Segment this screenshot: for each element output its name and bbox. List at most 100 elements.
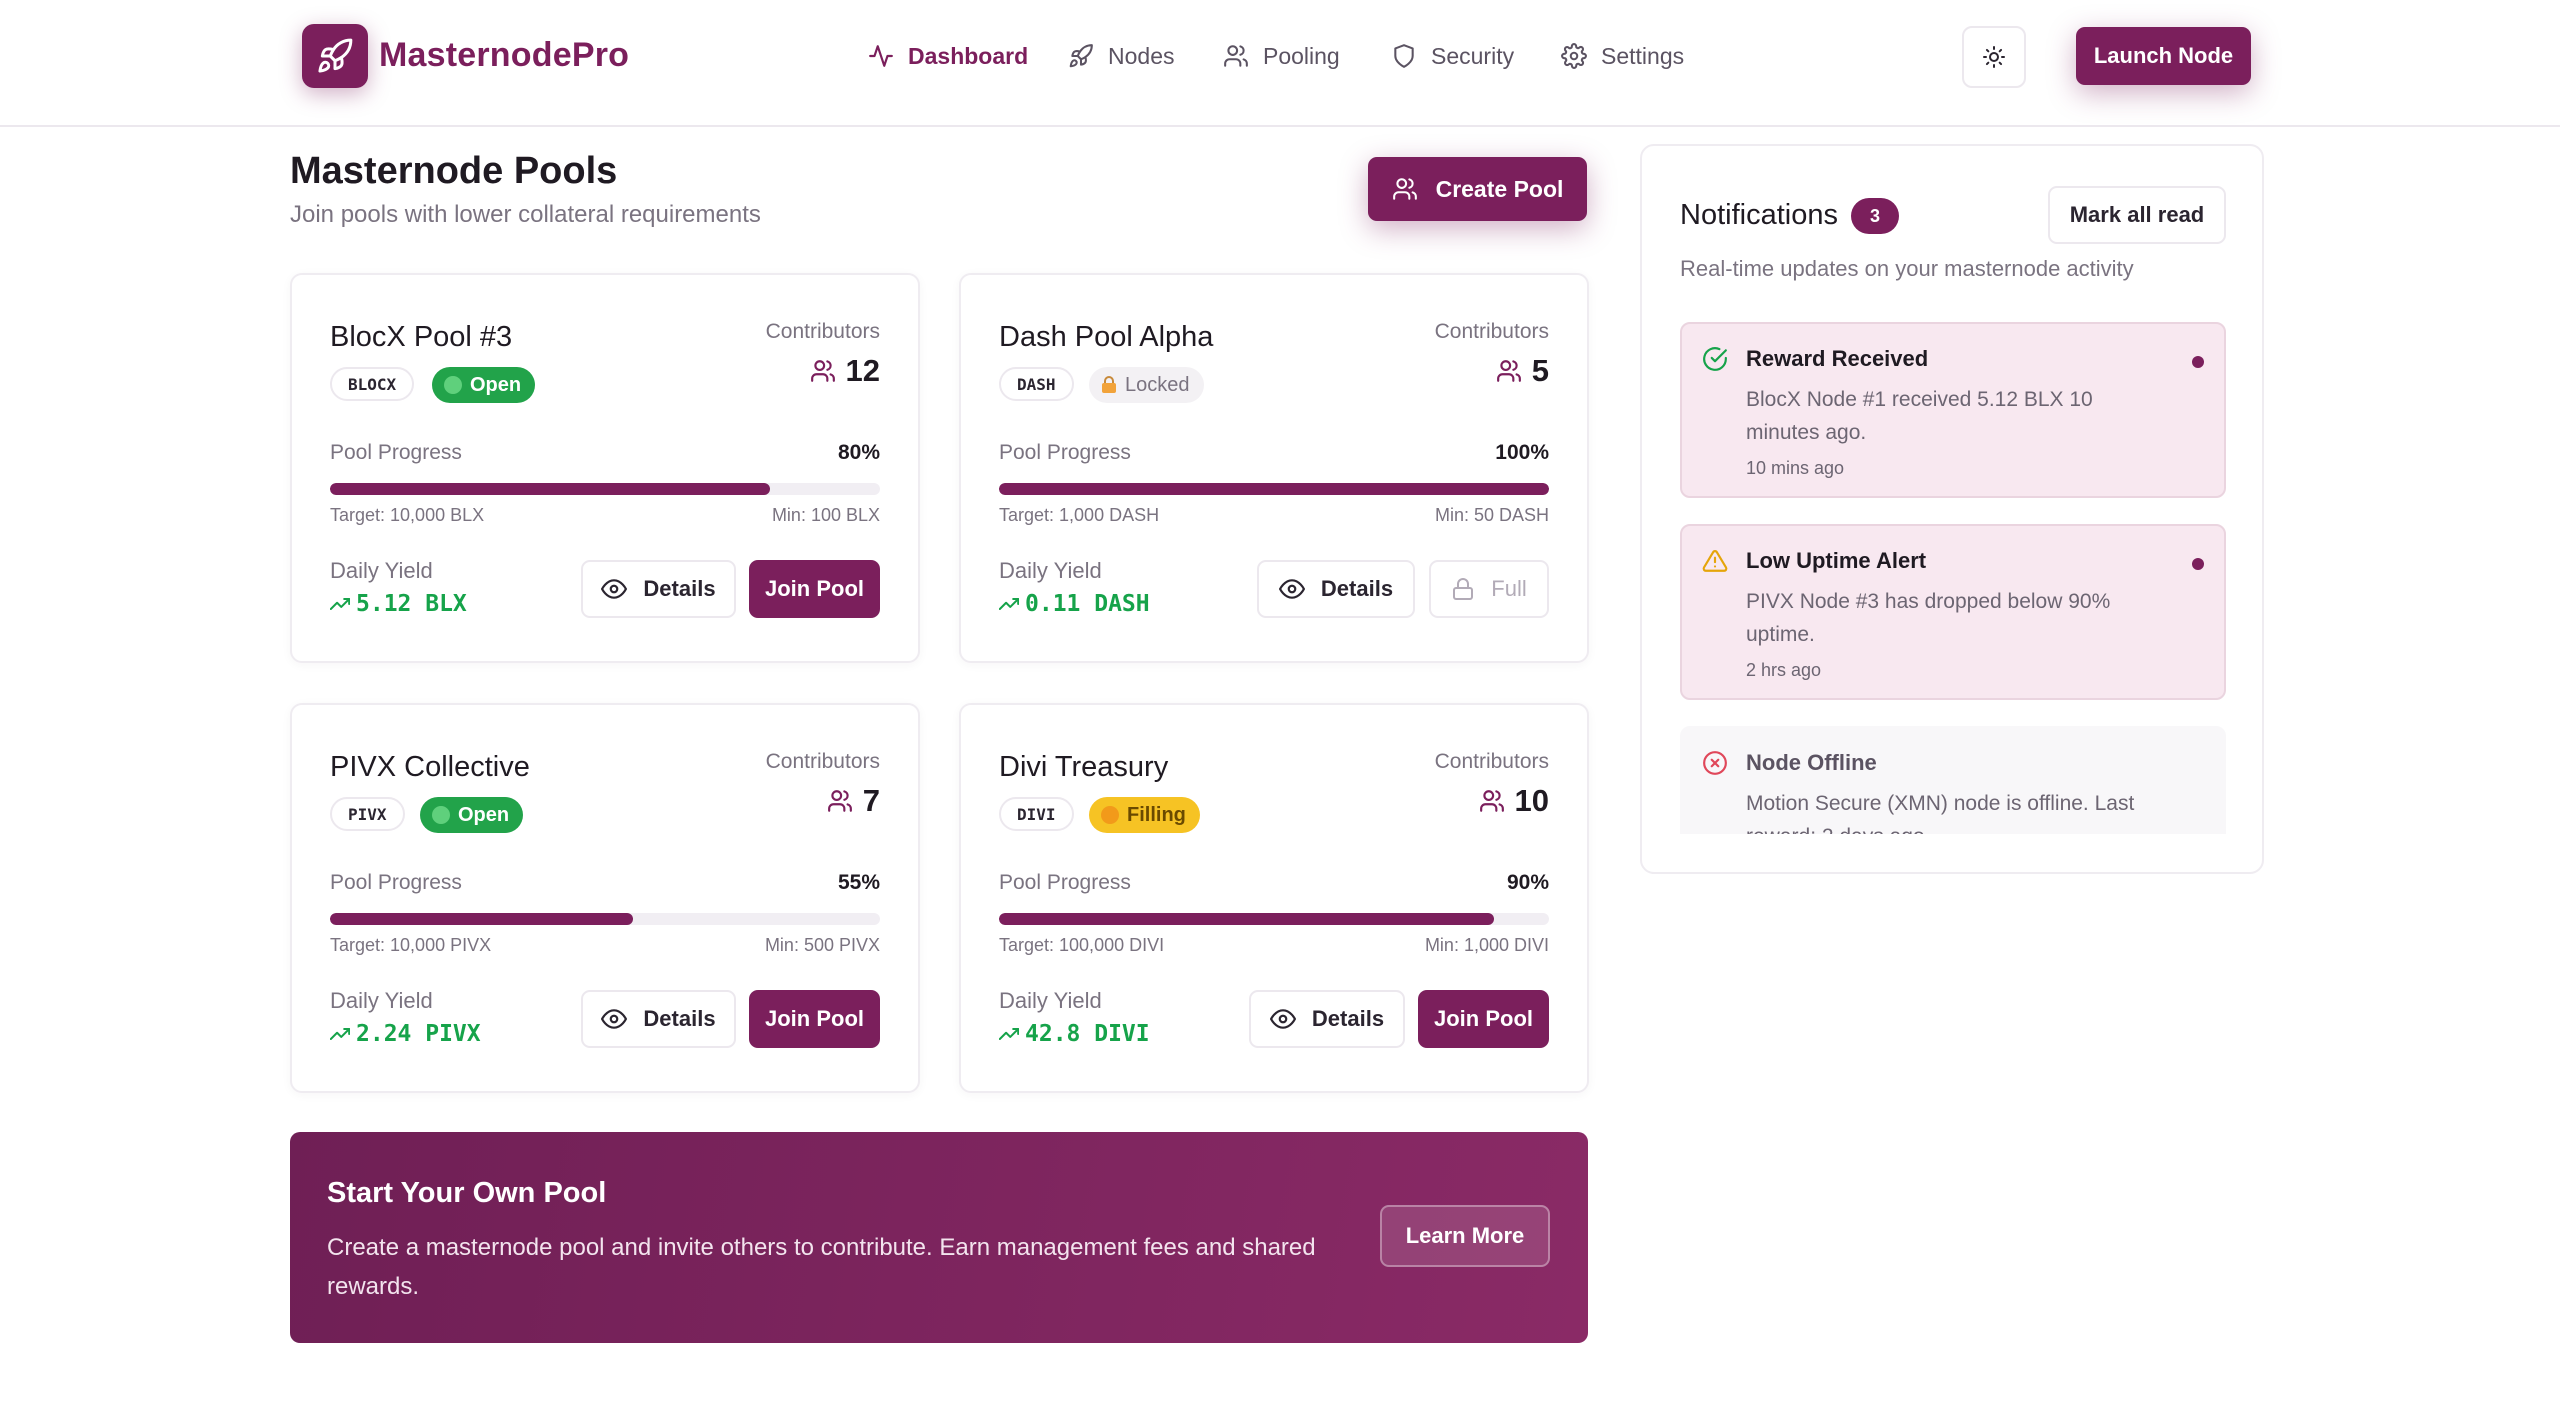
pool-min: Min: 100 BLX (771, 505, 880, 525)
lock-icon (1102, 376, 1116, 393)
notification-item[interactable]: Reward Received BlocX Node #1 received 5… (1680, 322, 2226, 498)
full-label: Full (1491, 576, 1527, 601)
activity-icon (869, 45, 893, 67)
pool-name: Divi Treasury (999, 751, 1169, 783)
trending-up-icon (999, 598, 1019, 610)
page-subtitle: Join pools with lower collateral require… (290, 201, 761, 228)
pool-card: Divi Treasury DIVI Filling Contributors … (959, 703, 1589, 1093)
gear-icon (1561, 43, 1587, 69)
eye-icon (1278, 579, 1305, 599)
daily-yield-value: 0.11 DASH (1025, 591, 1150, 617)
notifications-subtitle: Real-time updates on your masternode act… (1680, 256, 2134, 281)
pool-target: Target: 100,000 DIVI (999, 935, 1165, 955)
logo[interactable] (302, 24, 368, 88)
details-button[interactable]: Details (581, 560, 736, 618)
progress-bar (999, 913, 1549, 925)
daily-yield: 2.24 PIVX (330, 1021, 481, 1047)
daily-yield-value: 2.24 PIVX (356, 1021, 481, 1047)
details-label: Details (643, 576, 716, 601)
notification-title: Node Offline (1746, 750, 1877, 775)
pool-full-button[interactable]: Full (1429, 560, 1549, 618)
progress-label: Pool Progress (999, 871, 1131, 894)
join-pool-button[interactable]: Join Pool (749, 990, 880, 1048)
theme-toggle-button[interactable] (1962, 26, 2026, 88)
progress-bar (330, 483, 880, 495)
daily-yield-label: Daily Yield (999, 558, 1102, 583)
lock-icon (1453, 578, 1474, 600)
join-pool-button[interactable]: Join Pool (1418, 990, 1549, 1048)
contributors-count: 12 (810, 353, 880, 389)
pool-min: Min: 50 DASH (1434, 505, 1549, 525)
progress-percent: 55% (837, 871, 880, 894)
nav-pooling[interactable]: Pooling (1223, 40, 1340, 72)
progress-percent: 100% (1495, 441, 1549, 464)
notifications-list[interactable]: Reward Received BlocX Node #1 received 5… (1680, 322, 2226, 834)
sun-icon (1983, 46, 2005, 68)
progress-percent: 90% (1506, 871, 1549, 894)
learn-more-button[interactable]: Learn More (1380, 1205, 1550, 1267)
details-button[interactable]: Details (1257, 560, 1415, 618)
ticker-badge: PIVX (330, 797, 405, 831)
progress-fill (330, 483, 770, 495)
users-icon (1224, 45, 1248, 67)
brand-name[interactable]: MasternodePro (379, 36, 630, 74)
contributors-count: 10 (1479, 783, 1549, 819)
details-label: Details (1311, 1006, 1385, 1031)
nav-settings[interactable]: Settings (1561, 40, 1684, 72)
eye-icon (601, 579, 628, 599)
unread-dot-icon (2192, 356, 2204, 368)
status-dot-icon (432, 806, 450, 824)
notification-title: Low Uptime Alert (1746, 548, 1927, 573)
x-circle-icon (1703, 751, 1727, 775)
notifications-title: Notifications (1680, 199, 1838, 231)
create-pool-button[interactable]: Create Pool (1368, 157, 1587, 221)
users-icon (1479, 790, 1504, 812)
pool-min: Min: 1,000 DIVI (1424, 935, 1549, 955)
trending-up-icon (330, 598, 350, 610)
contributors-label: Contributors (765, 320, 880, 343)
contributors-label: Contributors (765, 750, 880, 773)
pool-card: BlocX Pool #3 BLOCX Open Contributors 12… (290, 273, 920, 663)
launch-node-button[interactable]: Launch Node (2076, 27, 2251, 85)
nav-security[interactable]: Security (1391, 40, 1514, 72)
shield-icon (1394, 44, 1414, 68)
daily-yield: 5.12 BLX (330, 591, 467, 617)
progress-fill (330, 913, 633, 925)
status-dot-icon (444, 376, 462, 394)
status-badge: Locked (1089, 367, 1204, 403)
contributors-value: 5 (1531, 353, 1549, 388)
daily-yield-label: Daily Yield (999, 988, 1102, 1013)
nav-nodes[interactable]: Nodes (1068, 40, 1174, 72)
daily-yield-value: 5.12 BLX (356, 591, 467, 617)
notification-item[interactable]: Low Uptime Alert PIVX Node #3 has droppe… (1680, 524, 2226, 700)
nav-label: Dashboard (908, 42, 1029, 69)
trending-up-icon (330, 1028, 350, 1040)
details-button[interactable]: Details (1249, 990, 1405, 1048)
users-icon (1392, 178, 1417, 200)
rocket-icon (1069, 44, 1093, 68)
status-label: Filling (1127, 803, 1186, 826)
progress-fill (999, 483, 1549, 495)
banner-text: Create a masternode pool and invite othe… (327, 1234, 1316, 1300)
top-navbar: MasternodePro Dashboard Nodes Pooling Se… (0, 0, 2560, 127)
eye-icon (1269, 1009, 1296, 1029)
progress-label: Pool Progress (330, 871, 462, 894)
contributors-label: Contributors (1434, 320, 1549, 343)
details-button[interactable]: Details (581, 990, 736, 1048)
unread-dot-icon (2192, 558, 2204, 570)
details-label: Details (1320, 576, 1394, 601)
nav-label: Pooling (1263, 42, 1340, 69)
create-pool-label: Create Pool (1435, 175, 1564, 202)
daily-yield-label: Daily Yield (330, 558, 433, 583)
pool-target: Target: 10,000 PIVX (330, 935, 492, 955)
notification-item[interactable]: Node Offline Motion Secure (XMN) node is… (1680, 726, 2226, 834)
nav-label: Nodes (1108, 42, 1175, 69)
join-pool-button[interactable]: Join Pool (749, 560, 880, 618)
pool-target: Target: 10,000 BLX (330, 505, 485, 525)
nav-dashboard[interactable]: Dashboard (868, 40, 1028, 72)
trending-up-icon (999, 1028, 1019, 1040)
mark-all-read-button[interactable]: Mark all read (2048, 186, 2226, 244)
notification-body: BlocX Node #1 received 5.12 BLX 10 minut… (1746, 388, 2093, 444)
pool-name: BlocX Pool #3 (330, 321, 513, 353)
status-badge: Open (432, 367, 536, 403)
